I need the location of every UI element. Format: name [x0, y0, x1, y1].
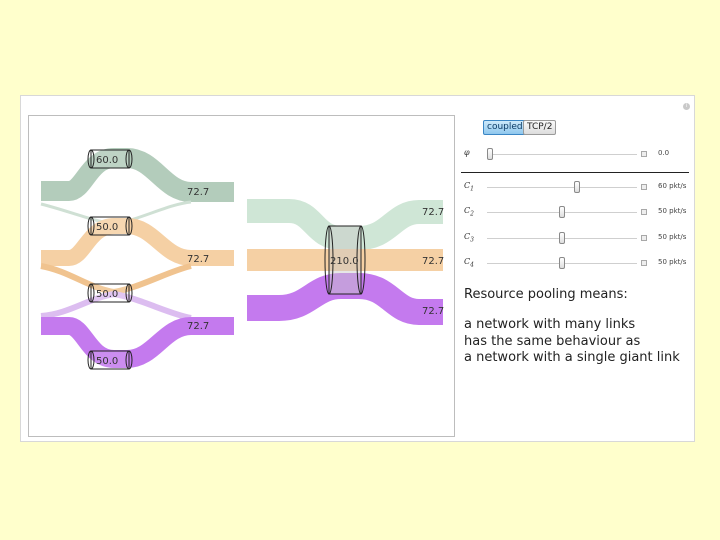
- network-canvas: 60.0 50.0 50.0 50.0 72.7 7: [28, 115, 455, 437]
- c2-slider-thumb[interactable]: [559, 206, 565, 218]
- c3-slider[interactable]: [487, 232, 637, 244]
- c3-slider-row: C3 50 pkt/s: [461, 231, 693, 247]
- left-flow-2-rate: 72.7: [187, 254, 209, 265]
- param-slider-thumb[interactable]: [487, 148, 493, 160]
- control-panel: coupled TCP/2 φ 0.0 C1 60 pkt/s C2 50 pk…: [461, 96, 693, 443]
- c3-value: 50 pkt/s: [658, 233, 687, 241]
- c1-label: C1: [464, 181, 474, 193]
- left-flow-green: [41, 148, 234, 202]
- c2-value: 50 pkt/s: [658, 207, 687, 215]
- c4-slider-row: C4 50 pkt/s: [461, 256, 693, 272]
- right-giant-link: 210.0: [324, 225, 366, 295]
- param-value: 0.0: [658, 149, 670, 157]
- left-flow-purple: [41, 317, 234, 368]
- c1-value: 60 pkt/s: [658, 182, 687, 190]
- left-link-1-label: 60.0: [96, 155, 118, 166]
- description-line-3: a network with a single giant link: [464, 350, 680, 365]
- left-link-3-label: 50.0: [96, 289, 118, 300]
- c4-slider-thumb[interactable]: [559, 257, 565, 269]
- c1-slider[interactable]: [487, 181, 637, 193]
- left-flow-lavender-thin: [40, 290, 192, 321]
- tcp2-button[interactable]: TCP/2: [523, 120, 557, 135]
- divider: [461, 172, 689, 173]
- c3-step-icon[interactable]: [641, 235, 647, 241]
- c3-slider-thumb[interactable]: [559, 232, 565, 244]
- coupled-button[interactable]: coupled: [483, 120, 527, 135]
- c1-slider-row: C1 60 pkt/s: [461, 180, 693, 196]
- c3-label: C3: [464, 232, 474, 244]
- left-link-4: 50.0: [87, 350, 133, 370]
- param-label: φ: [464, 148, 470, 157]
- left-link-2-label: 50.0: [96, 222, 118, 233]
- right-flow-purple: [247, 273, 443, 325]
- right-flow-1-rate: 72.7: [422, 207, 444, 218]
- param-step-icon[interactable]: [641, 151, 647, 157]
- c4-label: C4: [464, 257, 474, 269]
- left-link-1: 60.0: [87, 149, 133, 169]
- c4-value: 50 pkt/s: [658, 258, 687, 266]
- left-link-2: 50.0: [87, 216, 133, 236]
- description-line-2: has the same behaviour as: [464, 334, 641, 349]
- left-flow-1-rate: 72.7: [187, 187, 209, 198]
- right-flow-3-rate: 72.7: [422, 306, 444, 317]
- app-window: i 60.0: [20, 95, 695, 442]
- right-flow-green: [247, 199, 443, 250]
- c1-slider-thumb[interactable]: [574, 181, 580, 193]
- left-link-4-label: 50.0: [96, 356, 118, 367]
- left-link-3: 50.0: [87, 283, 133, 303]
- description-line-1: a network with many links: [464, 317, 636, 332]
- description-heading: Resource pooling means:: [464, 287, 628, 302]
- left-flow-orange: [41, 218, 234, 266]
- c1-step-icon[interactable]: [641, 184, 647, 190]
- c2-slider-row: C2 50 pkt/s: [461, 205, 693, 221]
- c2-label: C2: [464, 206, 474, 218]
- param-slider[interactable]: [487, 148, 637, 160]
- c4-step-icon[interactable]: [641, 260, 647, 266]
- param-slider-row: φ 0.0: [461, 147, 693, 163]
- c4-slider[interactable]: [487, 257, 637, 269]
- network-diagram: 60.0 50.0 50.0 50.0 72.7 7: [40, 148, 444, 370]
- left-flow-3-rate: 72.7: [187, 321, 209, 332]
- info-icon[interactable]: i: [683, 103, 690, 110]
- c2-slider[interactable]: [487, 206, 637, 218]
- right-flow-2-rate: 72.7: [422, 256, 444, 267]
- right-link-label: 210.0: [330, 256, 359, 267]
- c2-step-icon[interactable]: [641, 209, 647, 215]
